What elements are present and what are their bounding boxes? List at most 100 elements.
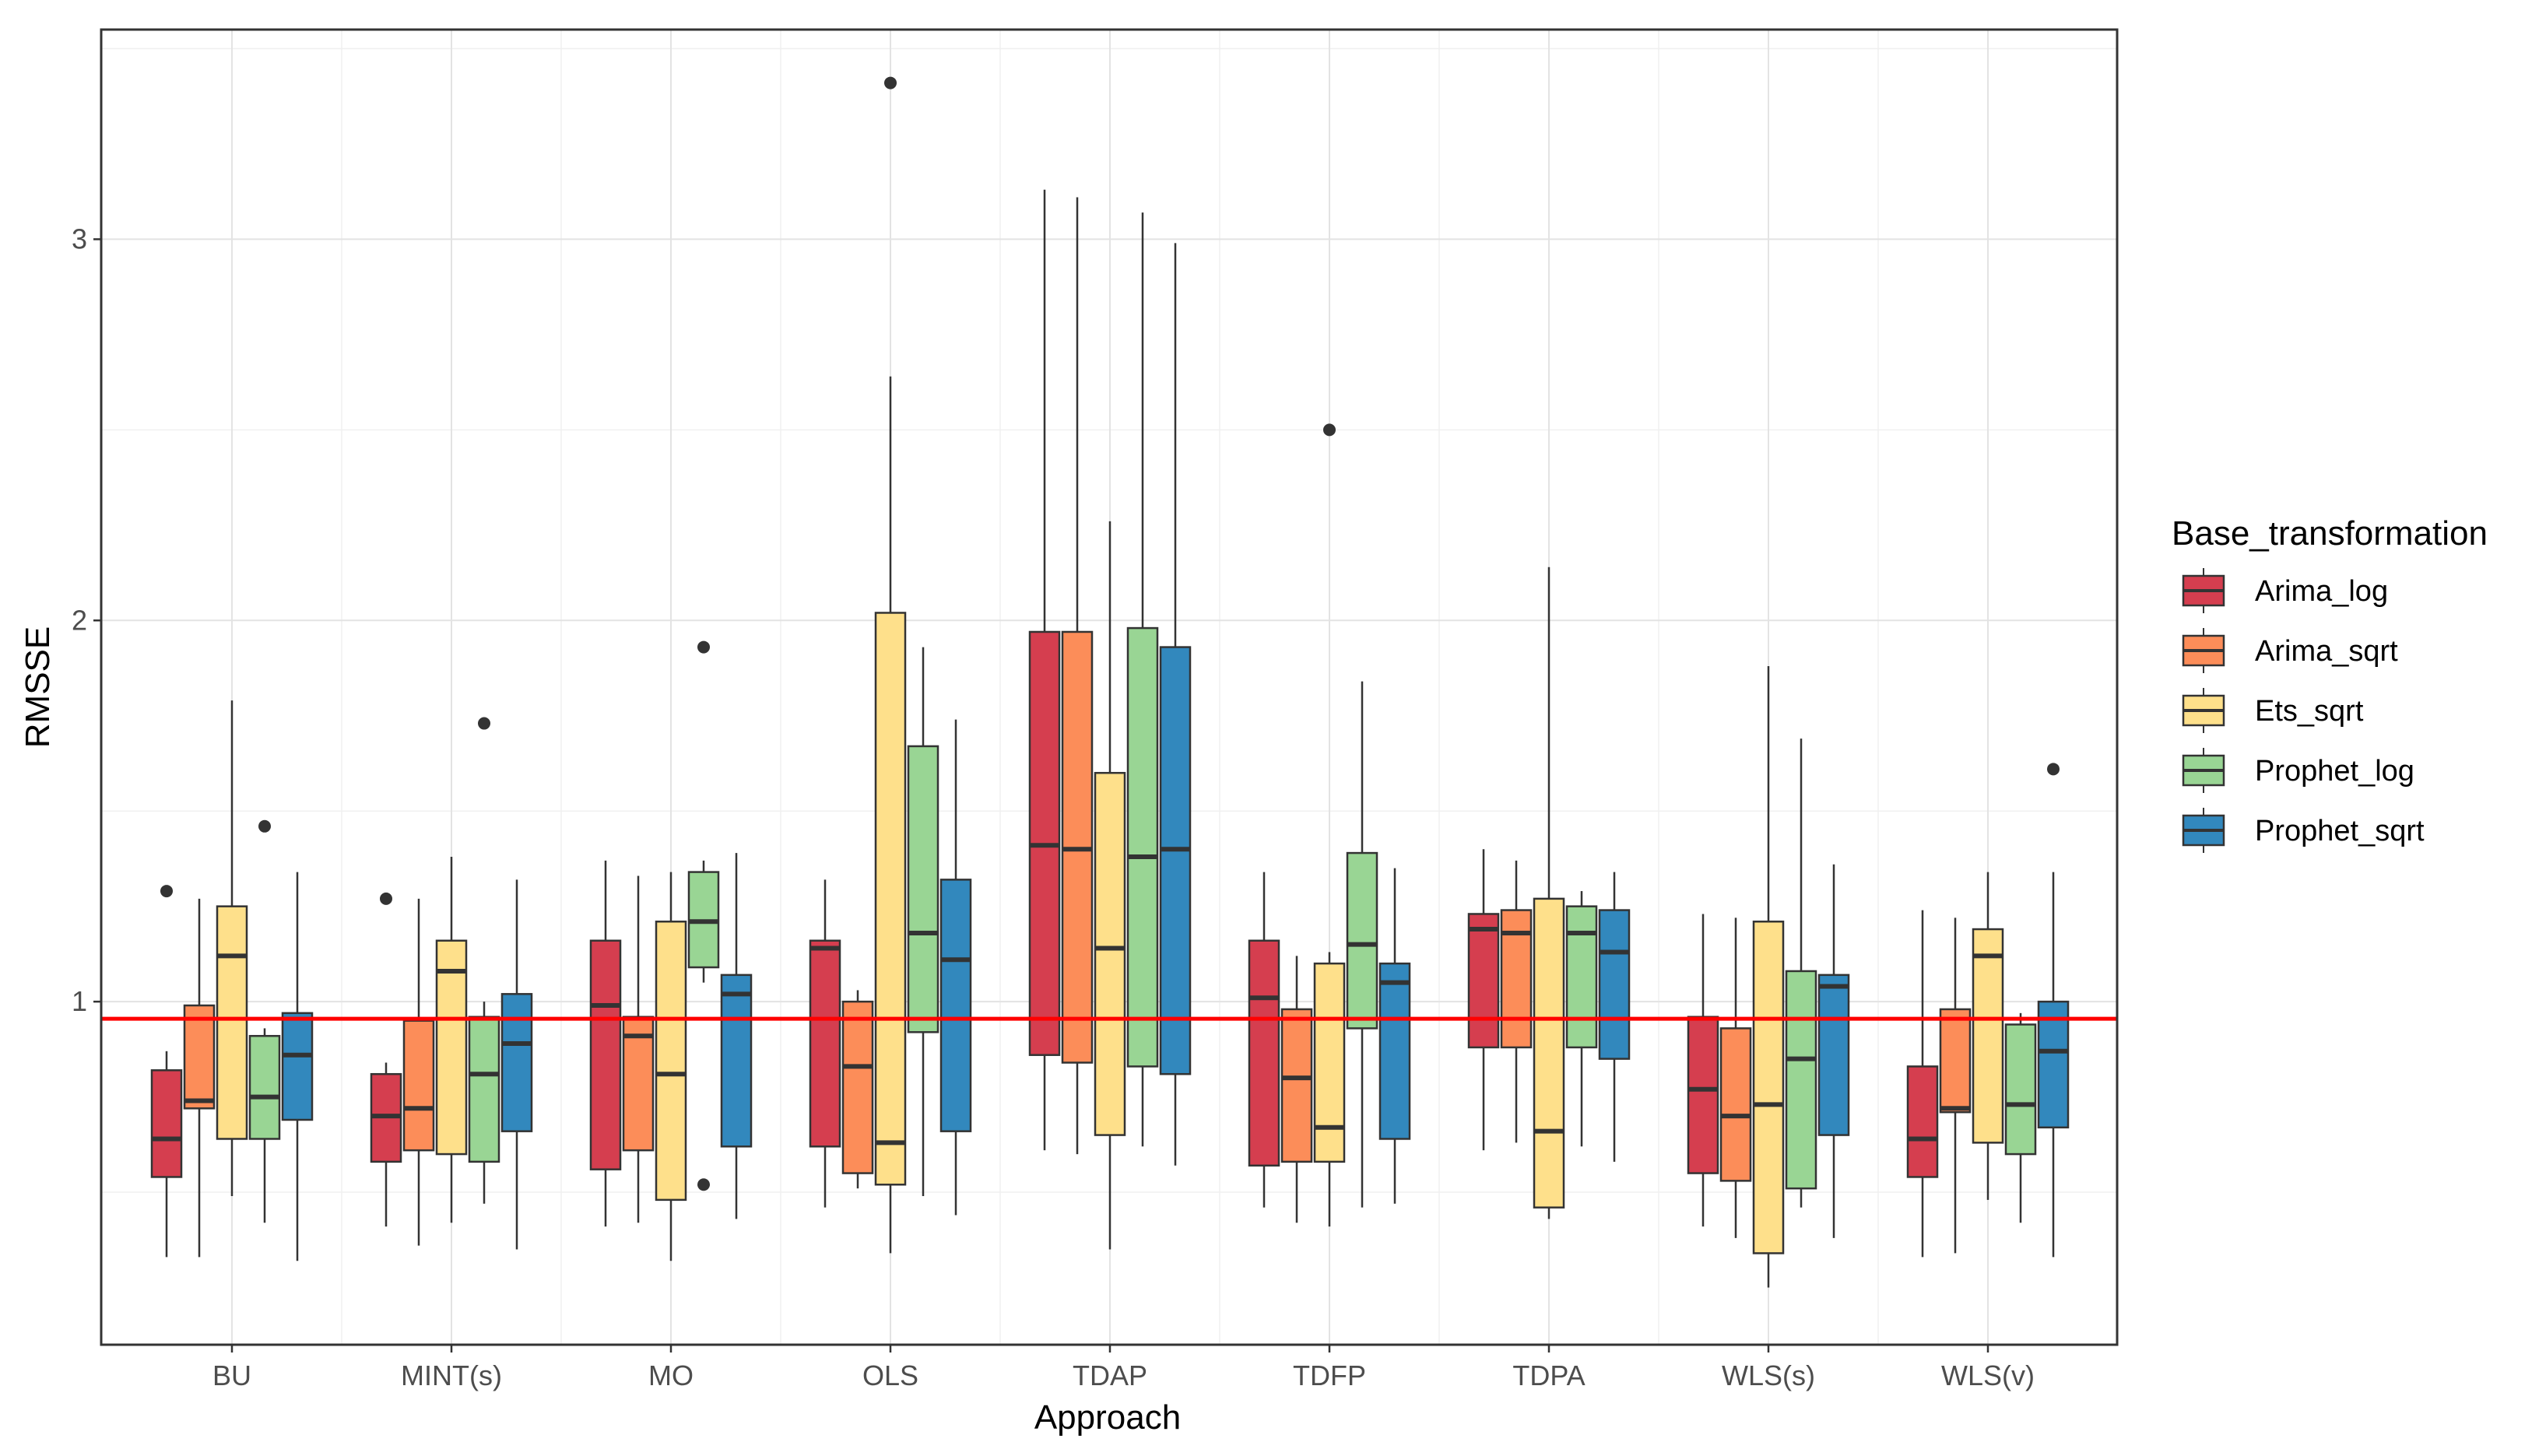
box-iqr <box>1972 928 2004 1144</box>
legend-item-arima-log: Arima_log <box>2182 568 2388 613</box>
box-iqr <box>1378 962 1411 1140</box>
box-prophet-log-3 <box>907 647 939 1196</box>
box-iqr <box>468 1016 500 1163</box>
box-ets-sqrt-0 <box>216 700 248 1196</box>
box-iqr <box>1719 1027 1752 1182</box>
outlier-point <box>258 819 271 833</box>
box-iqr <box>1313 962 1346 1163</box>
series-prophet-sqrt <box>281 243 2070 1261</box>
box-arima-log-2 <box>589 860 622 1227</box>
box-iqr <box>1817 974 1850 1136</box>
legend-title: Base_transformation <box>2172 514 2488 553</box>
box-prophet-log-1 <box>468 717 500 1204</box>
box-arima-log-4 <box>1028 189 1061 1151</box>
box-iqr <box>216 905 248 1140</box>
box-ets-sqrt-1 <box>435 856 468 1223</box>
x-tick-label: WLS(s) <box>1722 1360 1815 1391</box>
box-arima-log-0 <box>150 885 183 1258</box>
box-prophet-sqrt-2 <box>720 853 753 1219</box>
box-ets-sqrt-6 <box>1533 567 1565 1219</box>
box-iqr <box>402 1019 435 1152</box>
legend-label: Prophet_log <box>2255 755 2414 788</box>
outlier-point <box>160 885 173 898</box>
legend-item-prophet-sqrt: Prophet_sqrt <box>2182 808 2425 853</box>
box-prophet-log-0 <box>248 819 281 1223</box>
box-iqr <box>1533 897 1565 1209</box>
box-iqr <box>622 1016 655 1152</box>
box-iqr <box>907 745 939 1033</box>
outlier-point <box>884 76 897 89</box>
outlier-point <box>697 1178 710 1191</box>
box-prophet-log-4 <box>1126 212 1159 1147</box>
box-iqr <box>1126 626 1159 1068</box>
box-iqr <box>1467 913 1500 1049</box>
box-iqr <box>655 921 687 1202</box>
box-iqr <box>1248 939 1280 1167</box>
box-series-group <box>150 76 2070 1288</box>
box-prophet-sqrt-0 <box>281 872 314 1261</box>
box-iqr <box>500 993 533 1132</box>
y-tick-label: 3 <box>72 223 87 254</box>
box-prophet-sqrt-8 <box>2037 763 2070 1258</box>
legend-label: Ets_sqrt <box>2255 695 2364 728</box>
box-ets-sqrt-3 <box>874 76 907 1254</box>
series-arima-sqrt <box>183 197 1972 1258</box>
box-prophet-log-7 <box>1785 739 1817 1208</box>
box-iqr <box>2037 1000 2070 1129</box>
box-iqr <box>874 612 907 1186</box>
outlier-point <box>697 640 710 654</box>
box-iqr <box>1094 771 1126 1136</box>
box-prophet-log-5 <box>1346 681 1378 1208</box>
outlier-point <box>478 717 490 730</box>
box-iqr <box>248 1034 281 1140</box>
box-ets-sqrt-8 <box>1972 872 2004 1200</box>
legend-label: Arima_log <box>2255 575 2388 608</box>
x-tick-label: BU <box>212 1360 251 1391</box>
box-ets-sqrt-5 <box>1313 423 1346 1227</box>
outlier-point <box>380 892 392 905</box>
box-iqr <box>589 939 622 1170</box>
x-axis-title: Approach <box>1034 1398 1181 1437</box>
box-arima-sqrt-8 <box>1939 917 1972 1254</box>
box-ets-sqrt-7 <box>1752 666 1785 1288</box>
x-tick-label: MO <box>648 1360 694 1391</box>
box-iqr <box>2004 1023 2037 1156</box>
outlier-point <box>2047 763 2060 776</box>
y-tick-label: 1 <box>72 985 87 1017</box>
box-arima-log-6 <box>1467 849 1500 1151</box>
x-tick-label: WLS(v) <box>1941 1360 2035 1391</box>
y-tick-label: 2 <box>72 604 87 636</box>
box-iqr <box>939 879 972 1132</box>
box-prophet-sqrt-7 <box>1817 864 1850 1238</box>
legend: Base_transformation Arima_log Arima_sqrt E… <box>2172 514 2488 853</box>
legend-label: Arima_sqrt <box>2255 635 2398 668</box>
box-prophet-log-6 <box>1565 891 1598 1147</box>
box-arima-sqrt-3 <box>841 990 874 1189</box>
y-axis-title: RMSSE <box>19 626 57 748</box>
minor-gridlines <box>101 30 2117 1345</box>
box-arima-log-8 <box>1906 910 1939 1258</box>
box-iqr <box>1752 921 1785 1254</box>
x-tick-label: OLS <box>862 1360 918 1391</box>
box-iqr <box>1785 970 1817 1190</box>
box-prophet-log-8 <box>2004 1012 2037 1223</box>
box-iqr <box>720 974 753 1148</box>
legend-item-ets-sqrt: Ets_sqrt <box>2182 688 2364 733</box>
legend-item-prophet-log: Prophet_log <box>2182 748 2414 793</box>
box-iqr <box>1939 1008 1972 1114</box>
box-arima-sqrt-0 <box>183 898 216 1258</box>
box-arima-sqrt-4 <box>1061 197 1094 1155</box>
outlier-point <box>1323 423 1336 437</box>
box-iqr <box>281 1012 314 1121</box>
box-arima-log-3 <box>809 879 841 1208</box>
box-arima-log-5 <box>1248 872 1280 1208</box>
legend-item-arima-sqrt: Arima_sqrt <box>2182 628 2398 673</box>
box-iqr <box>1598 909 1631 1060</box>
box-arima-sqrt-5 <box>1280 956 1313 1223</box>
series-arima-log <box>150 189 1939 1258</box>
box-arima-sqrt-2 <box>622 875 655 1223</box>
x-tick-label: TDAP <box>1073 1360 1147 1391</box>
x-tick-label: TDPA <box>1512 1360 1585 1391</box>
box-ets-sqrt-2 <box>655 872 687 1261</box>
